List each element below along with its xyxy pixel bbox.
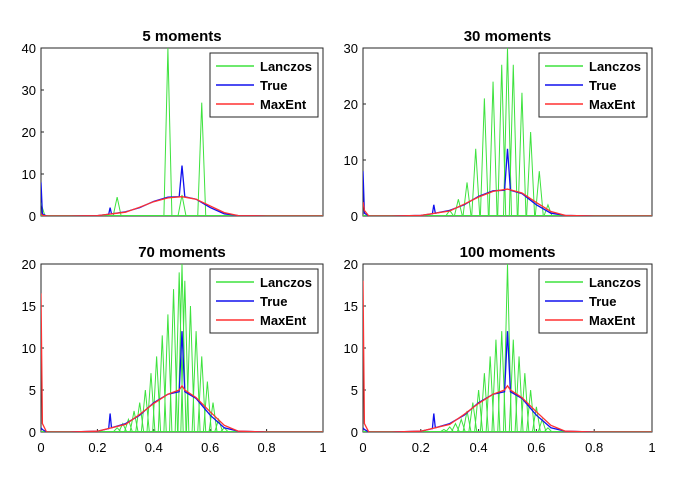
panel-3: 70 moments 0 5 10 15 20 0 0.2 0.4 0.6 0.8 1 Lanczos T…: [22, 244, 327, 455]
legend-label: Lanczos: [260, 59, 312, 74]
series-line: [41, 196, 323, 216]
legend-label: True: [589, 294, 616, 309]
plot-area: [363, 48, 652, 216]
x-tick-label: 0.2: [88, 440, 106, 455]
y-tick-label: 15: [344, 299, 358, 314]
legend-label: MaxEnt: [589, 97, 636, 112]
spike-mark: [488, 81, 498, 216]
y-tick-label: 20: [344, 257, 358, 272]
y-tick-label: 0: [351, 425, 358, 440]
y-tick-label: 0: [29, 425, 36, 440]
panel-4: 100 moments 0 5 10 15 20 0 0.2 0.4 0.6 0.8 1 Lanczos…: [344, 244, 656, 455]
series-line: [41, 293, 323, 432]
series-maxent: [363, 188, 652, 216]
series-line: [363, 280, 652, 432]
y-tick-label: 10: [344, 153, 358, 168]
series-maxent: [41, 293, 323, 432]
spike-mark: [197, 102, 207, 216]
x-tick-label: 0: [359, 440, 366, 455]
y-tick-label: 5: [351, 383, 358, 398]
panel-2: 30 moments 0 10 20 30 Lanczos True MaxEnt: [344, 28, 653, 224]
panel-title: 5 moments: [142, 28, 221, 45]
spike-mark: [177, 194, 187, 216]
y-tick-label: 0: [351, 209, 358, 224]
spike-mark: [208, 402, 218, 432]
spike-mark: [503, 48, 512, 216]
y-tick-label: 40: [22, 41, 36, 56]
x-tick-label: 0: [37, 440, 44, 455]
spike-mark: [163, 48, 173, 216]
y-tick-label: 15: [22, 299, 36, 314]
spike-mark: [526, 131, 536, 216]
x-tick-label: 0.2: [412, 440, 430, 455]
x-tick-label: 0.8: [258, 440, 276, 455]
spike-mark: [471, 148, 481, 216]
y-tick-label: 10: [344, 341, 358, 356]
y-tick-label: 5: [29, 383, 36, 398]
spike-mark: [534, 171, 544, 216]
legend-label: True: [260, 78, 287, 93]
legend: Lanczos True MaxEnt: [538, 268, 648, 334]
spike-mark: [517, 92, 527, 216]
spike-mark: [508, 64, 518, 216]
series-maxent: [363, 280, 652, 432]
y-tick-label: 30: [344, 41, 358, 56]
legend-label: MaxEnt: [260, 313, 307, 328]
x-tick-label: 0.6: [527, 440, 545, 455]
legend-label: Lanczos: [589, 275, 641, 290]
x-tick-label: 1: [319, 440, 326, 455]
plot-area: [41, 264, 323, 432]
series-line: [363, 188, 652, 216]
legend-label: MaxEnt: [260, 97, 307, 112]
spike-mark: [453, 199, 463, 216]
spike-mark: [508, 339, 518, 432]
spike-mark: [41, 201, 46, 216]
spike-mark: [180, 280, 190, 432]
spike-mark: [185, 305, 195, 432]
x-tick-label: 0.4: [145, 440, 163, 455]
spike-mark: [531, 406, 541, 432]
legend: Lanczos True MaxEnt: [209, 268, 319, 334]
spike-mark: [543, 203, 553, 216]
y-tick-label: 30: [22, 83, 36, 98]
y-tick-label: 10: [22, 167, 36, 182]
y-tick-label: 20: [22, 257, 36, 272]
series-maxent: [41, 196, 323, 216]
x-tick-label: 0.8: [585, 440, 603, 455]
spike-mark: [112, 196, 122, 216]
x-tick-label: 0.6: [201, 440, 219, 455]
legend: Lanczos True MaxEnt: [209, 52, 319, 118]
spike-mark: [191, 331, 201, 432]
legend-label: True: [589, 78, 616, 93]
spike-mark: [514, 356, 524, 432]
y-tick-label: 20: [344, 97, 358, 112]
panel-title: 70 moments: [138, 244, 226, 261]
x-tick-label: 0.4: [470, 440, 488, 455]
panel-title: 100 moments: [460, 244, 556, 261]
legend-label: True: [260, 294, 287, 309]
plot-area: [363, 264, 652, 432]
y-tick-label: 20: [22, 125, 36, 140]
y-tick-label: 0: [29, 209, 36, 224]
legend-label: Lanczos: [589, 59, 641, 74]
panel-title: 30 moments: [464, 28, 552, 45]
x-tick-label: 1: [648, 440, 655, 455]
legend: Lanczos True MaxEnt: [538, 52, 648, 118]
panel-1: 5 moments 0 10 20 30 40 Lanczos True MaxEnt: [22, 28, 324, 224]
spike-mark: [543, 427, 553, 432]
spike-mark: [520, 373, 530, 432]
legend-label: MaxEnt: [589, 313, 636, 328]
plot-area: [41, 48, 323, 216]
spike-mark: [479, 98, 489, 216]
legend-label: Lanczos: [260, 275, 312, 290]
y-tick-label: 10: [22, 341, 36, 356]
spike-mark: [526, 389, 536, 432]
